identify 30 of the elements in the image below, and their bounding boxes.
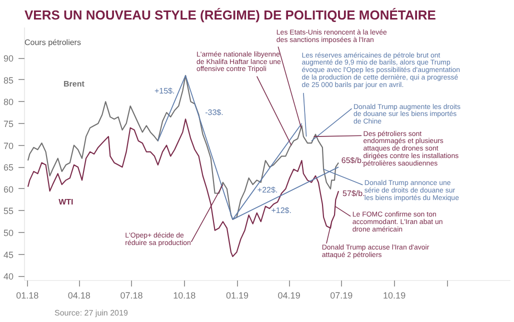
y-tick-label: 50 bbox=[3, 228, 14, 238]
annotation: 57$/b. bbox=[342, 188, 365, 198]
x-tick-label: 07.19 bbox=[330, 290, 353, 300]
y-tick-label: 55 bbox=[3, 206, 14, 216]
x-tick-label: 04.18 bbox=[68, 290, 90, 300]
x-tick-label: 04.19 bbox=[278, 290, 300, 300]
x-tick-label: 10.19 bbox=[383, 290, 406, 300]
series-label: WTI bbox=[58, 197, 74, 206]
x-tick-label: 01.19 bbox=[226, 290, 249, 300]
text: Brent bbox=[64, 80, 85, 89]
annotation: +15$. bbox=[154, 86, 175, 96]
source-note: Source: 27 juin 2019 bbox=[54, 308, 128, 318]
y-tick-label: 40 bbox=[3, 272, 14, 282]
y-tick-label: 75 bbox=[3, 118, 14, 129]
y-tick-label: 85 bbox=[3, 75, 14, 86]
y-tick-label: 90 bbox=[3, 54, 14, 64]
annotation: 65$/b. bbox=[341, 156, 364, 166]
y-tick-label: 45 bbox=[3, 250, 14, 260]
annotation: +12$. bbox=[271, 206, 292, 216]
annotation: -33$. bbox=[205, 108, 224, 118]
x-tick-label: 01.18 bbox=[16, 290, 39, 300]
y-tick-label: 70 bbox=[3, 140, 14, 151]
y-tick-label: 60 bbox=[3, 184, 14, 194]
y-tick-label: 80 bbox=[3, 97, 14, 108]
y-axis-title: Cours pétroliers bbox=[24, 38, 81, 48]
annotation: +22$. bbox=[257, 185, 278, 194]
chart-title: VERS UN NOUVEAU STYLE (RÉGIME) DE POLITIQUE MONÉTAIRE bbox=[24, 8, 436, 22]
y-tick-label: 65 bbox=[3, 162, 14, 173]
x-tick-label: 07.18 bbox=[120, 290, 143, 300]
x-tick-label: 10.18 bbox=[173, 290, 196, 300]
